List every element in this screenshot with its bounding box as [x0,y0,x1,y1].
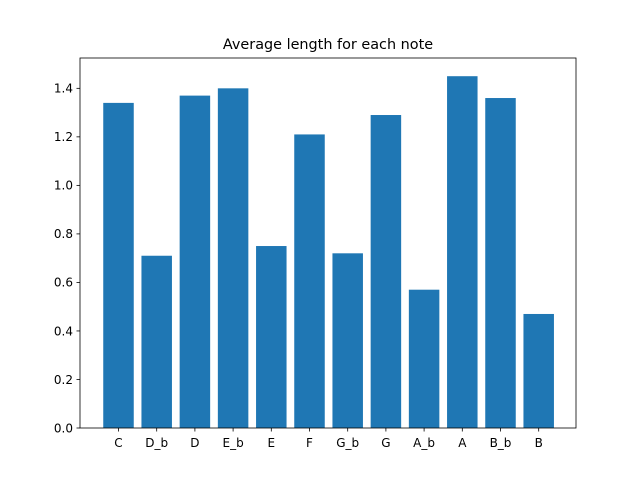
x-tick-label: G [381,436,390,450]
y-tick-label: 0.6 [54,276,73,290]
y-axis: 0.0 0.2 0.4 0.6 0.8 1.0 1.2 1.4 [54,82,80,435]
y-tick-label: 0.8 [54,227,73,241]
bar-e-b [217,88,249,428]
x-tick-label: G_b [336,436,359,450]
plot-frame [79,57,577,429]
bar-a-b [408,289,440,428]
x-tick-label: F [306,436,313,450]
bar-f [294,134,325,428]
bar-d [179,95,211,429]
bar-g-b [332,253,363,428]
x-tick-label: B_b [490,436,512,450]
bar-e [256,246,287,428]
bar-b-b [485,98,516,428]
x-tick-label: B [535,436,543,450]
y-tick-label: 0.0 [54,421,73,435]
bar-c [103,102,134,428]
x-tick-label: C [114,436,122,450]
x-tick-label: A_b [413,436,435,450]
x-tick-label: A [458,436,467,450]
chart-title: Average length for each note [223,37,433,53]
bar-b [523,313,554,428]
bars-group [103,76,554,429]
bar-g [370,115,402,429]
x-tick-label: E_b [222,436,243,450]
x-tick-label: D_b [145,436,168,450]
x-axis: C D_b D E_b E F G_b G A_b A B_b B [114,428,543,450]
y-tick-label: 1.2 [54,130,73,144]
bar-d-b [141,255,172,428]
y-tick-label: 0.2 [54,373,73,387]
y-tick-label: 0.4 [54,324,73,338]
x-tick-label: D [190,436,199,450]
x-tick-label: E [268,436,276,450]
bar-a [447,76,478,428]
y-tick-label: 1.0 [54,179,73,193]
y-tick-label: 1.4 [54,82,73,96]
